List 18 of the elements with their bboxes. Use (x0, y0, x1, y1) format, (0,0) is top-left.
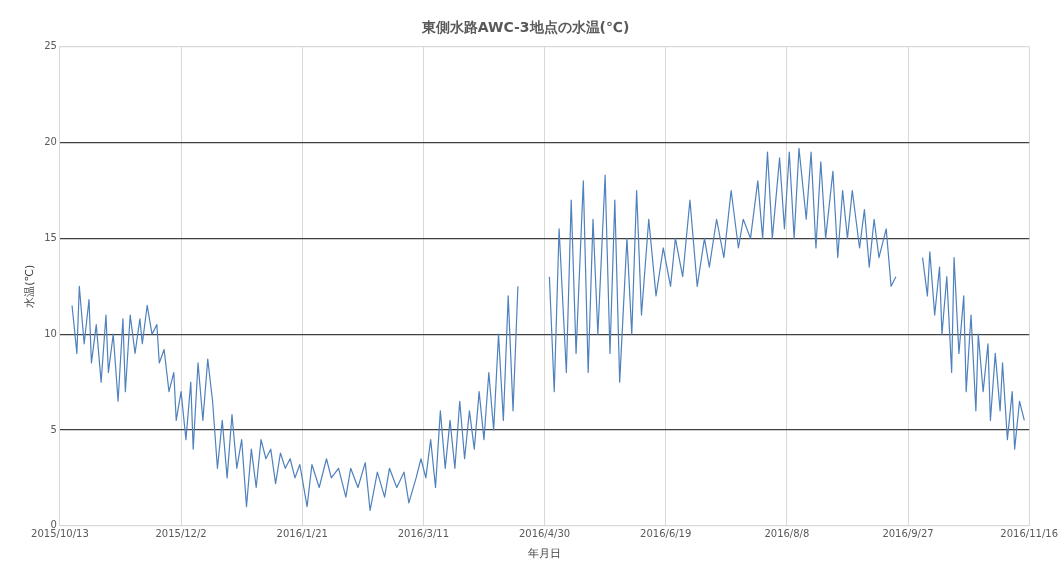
x-tick-label: 2016/9/27 (882, 528, 934, 540)
y-tick-label: 0 (50, 519, 57, 531)
chart-title: 東側水路AWC-3地点の水温(℃) (420, 19, 630, 36)
y-tick-label: 20 (44, 136, 57, 148)
y-axis-title: 水温(℃) (23, 264, 37, 308)
x-tick-label: 2016/11/16 (1000, 528, 1058, 540)
x-tick-label: 2016/4/30 (518, 528, 571, 540)
y-tick-label: 25 (44, 40, 57, 52)
x-tick-label: 2015/10/13 (31, 528, 89, 540)
x-tick-label: 2016/8/8 (764, 528, 810, 540)
y-tick-label: 15 (44, 231, 57, 243)
y-tick-label: 5 (50, 423, 57, 435)
x-tick-label: 2016/3/11 (397, 528, 450, 540)
x-axis-title: 年月日 (528, 547, 562, 561)
x-tick-label: 2016/6/19 (640, 528, 692, 540)
y-tick-label: 10 (44, 327, 57, 339)
x-tick-label: 2016/1/21 (276, 528, 328, 540)
x-tick-label: 2015/12/2 (155, 528, 207, 540)
